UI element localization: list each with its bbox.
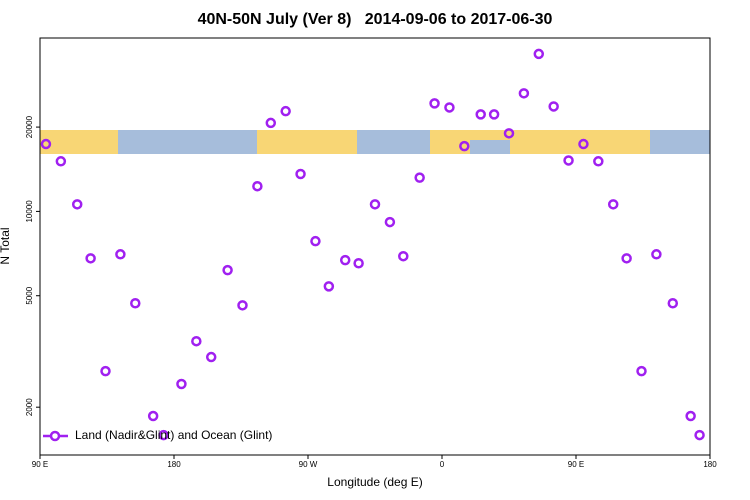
y-tick-label: 20000 bbox=[25, 115, 34, 138]
point bbox=[593, 156, 604, 167]
x-tick-label: 0 bbox=[440, 460, 445, 469]
point bbox=[459, 140, 470, 152]
point bbox=[310, 235, 321, 247]
chart-title: 40N-50N July (Ver 8) 2014-09-06 to 2017-… bbox=[198, 11, 553, 28]
point bbox=[533, 48, 545, 60]
point bbox=[444, 102, 455, 113]
point bbox=[323, 281, 335, 292]
x-tick-label: 90 W bbox=[299, 460, 318, 469]
x-axis-label: Longitude (deg E) bbox=[327, 475, 422, 489]
point bbox=[694, 429, 705, 441]
point bbox=[295, 168, 306, 180]
point bbox=[384, 216, 396, 228]
y-axis-label: N Total bbox=[0, 227, 12, 264]
point bbox=[488, 109, 500, 120]
y-tick-label: 10000 bbox=[25, 200, 34, 223]
point bbox=[398, 250, 409, 262]
point bbox=[503, 128, 515, 139]
point bbox=[429, 98, 440, 109]
point bbox=[222, 264, 233, 276]
x-tick-label: 90 E bbox=[32, 460, 48, 469]
point bbox=[205, 351, 217, 363]
x-tick-label: 180 bbox=[167, 460, 181, 469]
point bbox=[280, 105, 291, 117]
point bbox=[100, 365, 111, 377]
map-band bbox=[40, 130, 710, 154]
plot-frame bbox=[39, 37, 711, 456]
point bbox=[475, 109, 486, 120]
point bbox=[667, 298, 679, 309]
point bbox=[265, 117, 277, 129]
point bbox=[621, 253, 632, 264]
point bbox=[147, 410, 159, 422]
point bbox=[115, 249, 126, 260]
point bbox=[353, 258, 364, 269]
x-tick-label: 90 E bbox=[568, 460, 584, 469]
point bbox=[563, 155, 574, 166]
point bbox=[339, 254, 351, 266]
point bbox=[176, 378, 187, 390]
point bbox=[369, 199, 381, 210]
point bbox=[518, 88, 530, 99]
x-tick-label: 180 bbox=[703, 460, 717, 469]
point bbox=[55, 156, 67, 167]
point bbox=[651, 249, 662, 260]
point bbox=[40, 138, 52, 150]
point bbox=[252, 180, 263, 192]
legend-marker bbox=[49, 430, 61, 442]
point bbox=[578, 138, 589, 150]
point bbox=[237, 300, 248, 311]
point bbox=[685, 410, 696, 422]
point bbox=[548, 101, 559, 112]
point bbox=[71, 199, 83, 210]
point bbox=[414, 172, 425, 183]
legend-label: Land (Nadir&Glint) and Ocean (Glint) bbox=[75, 428, 272, 442]
y-tick-label: 5000 bbox=[25, 286, 34, 304]
point bbox=[130, 298, 141, 309]
point bbox=[607, 199, 619, 210]
y-tick-label: 2000 bbox=[25, 398, 34, 416]
point bbox=[158, 429, 169, 441]
point bbox=[85, 253, 96, 264]
point bbox=[636, 365, 647, 377]
point bbox=[191, 335, 202, 347]
